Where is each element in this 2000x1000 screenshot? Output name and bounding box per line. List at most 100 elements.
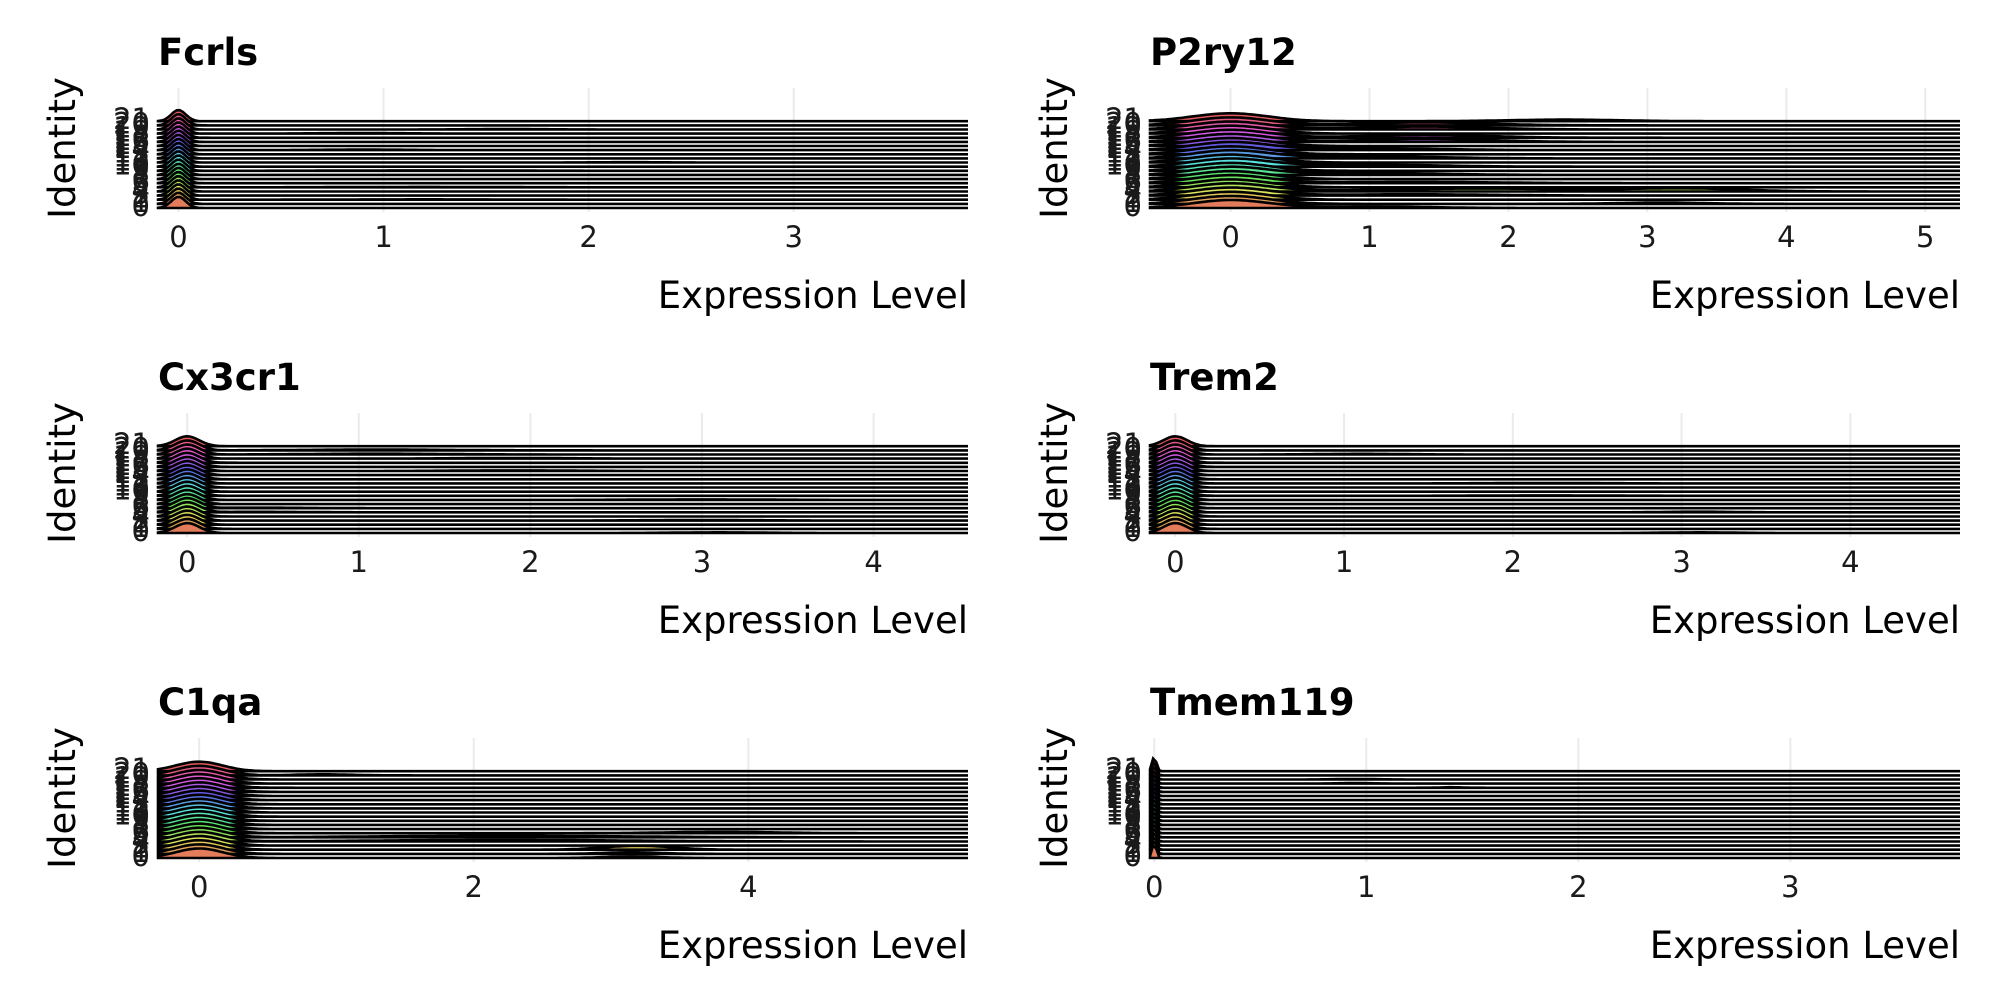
- y-tick-label: 17: [1105, 769, 1142, 803]
- ridge-0: [1148, 521, 1960, 535]
- y-tick-label: 16: [113, 773, 150, 807]
- x-tick-label: 4: [739, 870, 757, 904]
- x-tick-label: 0: [169, 220, 187, 254]
- y-tick-label: 16: [1105, 448, 1142, 482]
- x-tick-label: 0: [1221, 220, 1239, 254]
- y-tick-label: 11: [1105, 469, 1142, 503]
- ridge-0: [156, 521, 968, 535]
- ridge-12: [156, 797, 968, 810]
- chart-panel-p2ry12: P2ry12 Identity Expression Level 0123456…: [1033, 31, 1960, 317]
- x-axis-title: Expression Level: [658, 274, 968, 317]
- y-tick-label: 12: [1105, 464, 1142, 498]
- panel-title: Trem2: [1150, 356, 1279, 399]
- ridge-17: [1148, 451, 1960, 465]
- y-tick-label: 13: [1105, 785, 1142, 819]
- ridge-20: [156, 764, 968, 777]
- y-tick-label: 11: [113, 469, 150, 503]
- panel-title: Cx3cr1: [158, 356, 301, 399]
- ridge-20: [1148, 439, 1960, 452]
- ridge-5: [1148, 822, 1960, 839]
- y-tick-label: 7: [132, 810, 150, 844]
- ridge-4: [156, 179, 968, 193]
- x-tick-label: 2: [521, 545, 539, 579]
- ridge-7: [156, 818, 968, 831]
- x-tick-label: 2: [465, 870, 483, 904]
- y-tick-label: 1: [132, 185, 150, 219]
- ridge-5: [1148, 501, 1960, 514]
- y-tick-label: 20: [1105, 756, 1142, 790]
- ridge-21: [156, 434, 968, 448]
- y-tick-label: 3: [1124, 502, 1142, 536]
- y-axis-title: Identity: [41, 77, 84, 219]
- ridge-17: [1148, 772, 1960, 790]
- x-axis-title: Expression Level: [1650, 599, 1960, 642]
- y-tick-label: 15: [113, 127, 150, 161]
- y-tick-label: 19: [113, 110, 150, 144]
- ridge-4: [156, 505, 968, 518]
- x-tick-label: 0: [1166, 545, 1184, 579]
- y-tick-label: 14: [1105, 131, 1142, 165]
- ridge-14: [156, 789, 968, 802]
- ridge-4: [156, 830, 968, 843]
- x-axis-title: Expression Level: [658, 599, 968, 642]
- ridge-14: [1148, 784, 1960, 802]
- ridge-18: [156, 121, 968, 135]
- y-tick-label: 13: [113, 785, 150, 819]
- ridge-13: [156, 793, 968, 806]
- y-tick-label: 10: [1105, 798, 1142, 832]
- x-tick-label: 0: [178, 545, 196, 579]
- x-tick-label: 2: [1499, 220, 1517, 254]
- y-tick-label: 3: [132, 827, 150, 861]
- y-tick-label: 3: [132, 502, 150, 536]
- ridge-16: [156, 781, 968, 794]
- y-tick-label: 15: [1105, 127, 1142, 161]
- y-axis-title: Identity: [1033, 402, 1076, 544]
- ridge-1: [156, 517, 968, 531]
- ridge-13: [156, 141, 968, 156]
- ridge-5: [156, 501, 968, 514]
- x-tick-label: 1: [350, 545, 368, 579]
- y-tick-label: 3: [1124, 827, 1142, 861]
- y-tick-label: 20: [113, 756, 150, 790]
- y-tick-label: 18: [1105, 440, 1142, 474]
- y-tick-label: 4: [1124, 822, 1142, 856]
- ridge-16: [156, 455, 968, 469]
- y-tick-label: 0: [132, 839, 150, 873]
- y-tick-label: 0: [1124, 189, 1142, 223]
- x-tick-label: 4: [864, 545, 882, 579]
- y-tick-label: 4: [132, 497, 150, 531]
- x-tick-label: 4: [1841, 545, 1859, 579]
- x-tick-label: 2: [1569, 870, 1587, 904]
- y-tick-label: 2: [132, 831, 150, 865]
- y-tick-label: 2: [132, 181, 150, 215]
- ridge-10: [1148, 480, 1960, 493]
- ridge-1: [1148, 517, 1960, 531]
- y-tick-label: 15: [113, 452, 150, 486]
- y-tick-label: 1: [1124, 510, 1142, 544]
- y-tick-label: 11: [1105, 794, 1142, 828]
- y-tick-label: 18: [113, 115, 150, 149]
- y-tick-label: 21: [1105, 102, 1142, 136]
- x-tick-label: 1: [1360, 220, 1378, 254]
- chart-panel-tmem119: Tmem119 Identity Expression Level 012345…: [1033, 681, 1960, 967]
- y-tick-label: 19: [1105, 760, 1142, 794]
- ridge-9: [1148, 484, 1960, 498]
- ridge-21: [156, 108, 968, 123]
- y-tick-label: 6: [132, 164, 150, 198]
- y-tick-label: 9: [132, 802, 150, 836]
- ridge-7: [1148, 492, 1960, 506]
- y-tick-label: 2: [1124, 506, 1142, 540]
- y-tick-label: 14: [1105, 781, 1142, 815]
- y-tick-label: 2: [132, 506, 150, 540]
- y-tick-label: 6: [132, 489, 150, 523]
- ridge-1: [1148, 838, 1960, 856]
- y-tick-label: 11: [113, 144, 150, 178]
- y-tick-label: 7: [1124, 485, 1142, 519]
- x-tick-label: 1: [374, 220, 392, 254]
- ridge-11: [156, 150, 968, 164]
- y-tick-label: 7: [132, 160, 150, 194]
- ridge-6: [156, 496, 968, 510]
- y-tick-label: 9: [1124, 152, 1142, 186]
- y-tick-label: 20: [1105, 106, 1142, 140]
